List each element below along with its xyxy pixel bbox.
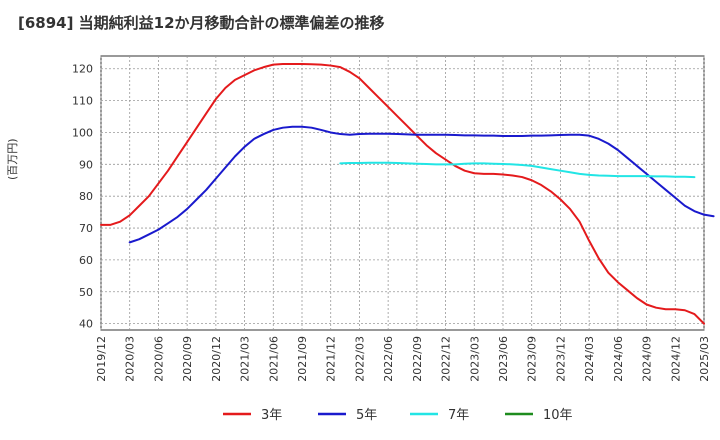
legend-label: 7年 <box>448 408 469 423</box>
x-tick-label: 2021/06 <box>267 336 280 382</box>
plot-area <box>100 55 705 331</box>
x-tick-label: 2020/09 <box>181 336 194 382</box>
y-tick-label: 100 <box>72 126 93 139</box>
y-tick-label: 120 <box>72 63 93 76</box>
x-tick-label: 2023/09 <box>526 336 539 382</box>
x-tick-label: 2021/12 <box>325 336 338 382</box>
x-tick-label: 2023/06 <box>497 336 510 382</box>
x-tick-label: 2023/03 <box>468 336 481 382</box>
x-tick-label: 2024/09 <box>641 336 654 382</box>
y-tick-label: 80 <box>79 190 93 203</box>
x-tick-label: 2020/06 <box>152 336 165 382</box>
y-tick-label: 70 <box>79 222 93 235</box>
y-tick-label: 110 <box>72 95 93 108</box>
x-tick-label: 2023/12 <box>554 336 567 382</box>
legend-label: 3年 <box>261 408 282 423</box>
x-tick-label: 2020/03 <box>124 336 137 382</box>
y-axis-ticks: 40 50 60 70 80 90 100 110 120 <box>72 63 93 331</box>
chart-title: [6894] 当期純利益12か月移動合計の標準偏差の推移 <box>18 14 385 32</box>
x-tick-label: 2022/12 <box>440 336 453 382</box>
y-tick-label: 60 <box>79 254 93 267</box>
x-tick-label: 2022/03 <box>353 336 366 382</box>
y-tick-label: 40 <box>79 318 93 331</box>
series-group <box>100 62 715 325</box>
legend: 3年 5年 7年 10年 <box>223 408 573 423</box>
x-tick-label: 2024/03 <box>583 336 596 382</box>
x-tick-label: 2024/06 <box>612 336 625 382</box>
x-tick-label: 2024/12 <box>669 336 682 382</box>
series-line-1 <box>100 62 705 325</box>
series-line-3 <box>339 161 696 179</box>
y-tick-label: 90 <box>79 158 93 171</box>
grid-lines <box>100 56 705 330</box>
x-tick-label: 2025/03 <box>698 336 711 382</box>
x-axis-ticks: 2019/12 2020/03 2020/06 2020/09 2020/12 2021/… <box>95 336 711 382</box>
x-tick-label: 2022/06 <box>382 336 395 382</box>
series-line-2 <box>128 125 715 244</box>
x-tick-label: 2019/12 <box>95 336 108 382</box>
x-tick-label: 2021/03 <box>239 336 252 382</box>
legend-label: 10年 <box>543 408 573 423</box>
x-tick-label: 2021/09 <box>296 336 309 382</box>
legend-label: 5年 <box>356 408 377 423</box>
x-tick-label: 2020/12 <box>210 336 223 382</box>
x-tick-label: 2022/09 <box>411 336 424 382</box>
y-tick-label: 50 <box>79 286 93 299</box>
